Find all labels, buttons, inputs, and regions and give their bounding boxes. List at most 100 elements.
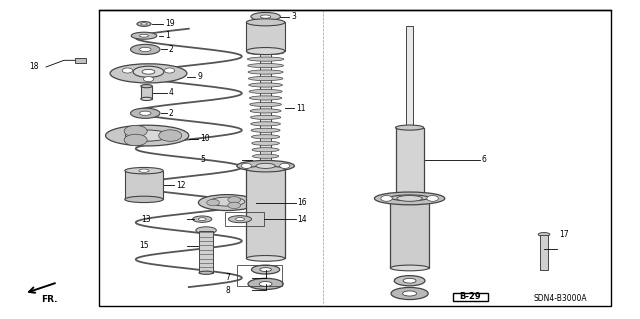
Ellipse shape [248,63,284,68]
Circle shape [241,163,252,168]
Bar [390,198,429,268]
Ellipse shape [250,115,281,119]
Circle shape [280,163,290,168]
Bar [260,21,271,177]
Ellipse shape [252,148,279,152]
Circle shape [427,196,438,201]
Circle shape [228,197,241,203]
Circle shape [124,125,147,137]
Ellipse shape [141,85,152,88]
Circle shape [159,130,182,141]
Text: 7: 7 [225,273,230,282]
Ellipse shape [259,281,272,286]
Bar [141,86,152,99]
Circle shape [124,134,147,146]
Text: 9: 9 [197,72,202,81]
Ellipse shape [131,44,160,55]
Ellipse shape [140,47,151,52]
Text: 4: 4 [169,88,174,97]
Ellipse shape [236,218,244,221]
Bar [396,128,424,198]
Ellipse shape [199,271,213,274]
Circle shape [381,196,392,201]
Ellipse shape [249,89,282,93]
Circle shape [143,77,154,82]
Ellipse shape [198,195,256,211]
Bar [75,58,86,63]
Bar [246,22,285,51]
Text: 2: 2 [169,109,173,118]
Ellipse shape [374,192,445,205]
Ellipse shape [390,265,429,271]
Ellipse shape [125,196,163,203]
Text: 13: 13 [141,215,150,224]
Ellipse shape [140,34,148,37]
Ellipse shape [247,50,284,55]
Ellipse shape [260,15,271,18]
Ellipse shape [252,154,279,158]
Ellipse shape [125,130,169,141]
Circle shape [164,68,175,73]
Bar [453,293,488,301]
Ellipse shape [251,122,280,126]
Ellipse shape [252,265,280,274]
Text: SDN4-B3000A: SDN4-B3000A [533,294,587,303]
Bar [237,265,282,286]
Ellipse shape [198,218,206,221]
Ellipse shape [256,163,275,168]
Ellipse shape [250,102,282,107]
Text: FR.: FR. [42,295,58,304]
Ellipse shape [137,22,151,26]
Ellipse shape [248,57,284,61]
Text: 17: 17 [559,230,568,239]
Ellipse shape [110,64,187,83]
Text: 3: 3 [291,12,296,21]
Bar [199,231,213,273]
Ellipse shape [125,167,163,174]
Ellipse shape [228,216,252,223]
Ellipse shape [390,195,429,201]
Bar [246,169,285,258]
Ellipse shape [210,197,244,206]
Ellipse shape [251,128,280,132]
Circle shape [228,202,241,209]
Ellipse shape [397,196,422,201]
Bar [406,26,413,140]
Ellipse shape [106,125,189,146]
Ellipse shape [538,233,550,236]
Bar [125,171,163,199]
Ellipse shape [250,96,282,100]
Ellipse shape [131,108,160,118]
Ellipse shape [237,160,294,171]
Ellipse shape [391,287,428,300]
Ellipse shape [142,70,155,74]
Text: 15: 15 [140,241,149,250]
Text: 11: 11 [296,104,306,113]
Ellipse shape [141,23,147,25]
Text: 1: 1 [165,31,170,40]
Ellipse shape [251,12,280,21]
Text: 19: 19 [165,19,175,28]
Bar [99,10,611,306]
Text: 6: 6 [482,155,487,164]
Ellipse shape [396,125,424,130]
Ellipse shape [403,278,416,283]
Ellipse shape [246,19,285,26]
Ellipse shape [248,77,283,81]
Ellipse shape [141,97,152,100]
Bar [540,235,548,270]
Ellipse shape [131,32,157,39]
Ellipse shape [260,268,271,271]
Text: 12: 12 [176,181,186,189]
Text: 8: 8 [226,286,230,295]
Text: 10: 10 [200,134,210,143]
Ellipse shape [246,256,285,261]
Ellipse shape [252,135,280,139]
Circle shape [207,199,220,206]
Text: 18: 18 [29,63,39,71]
Ellipse shape [403,291,417,296]
Text: 16: 16 [298,198,307,207]
Ellipse shape [246,166,285,172]
Ellipse shape [140,111,151,115]
Text: B-29: B-29 [460,293,481,301]
